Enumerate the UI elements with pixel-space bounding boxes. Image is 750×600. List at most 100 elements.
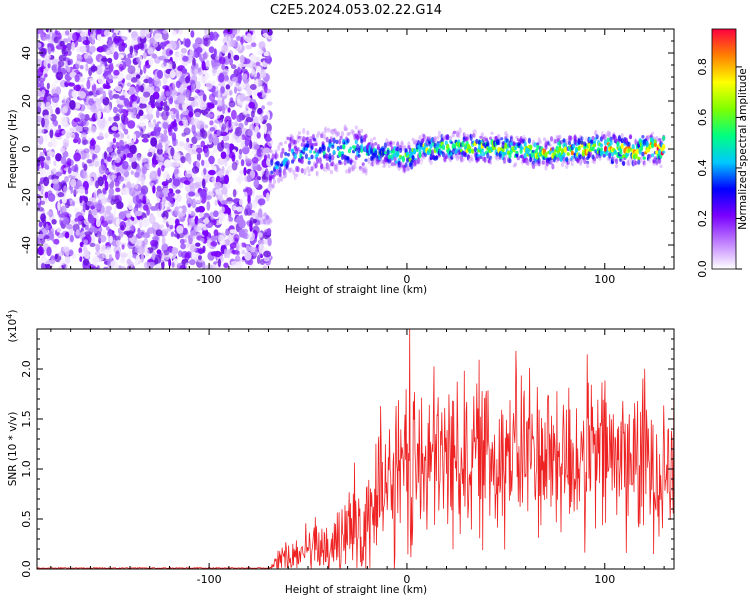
noise-cell <box>78 90 86 99</box>
signal-cell <box>577 138 581 145</box>
signal-cell <box>327 127 331 133</box>
noise-cell <box>257 232 263 238</box>
noise-cell <box>219 114 225 120</box>
noise-cell <box>118 211 126 220</box>
signal-cell <box>404 162 408 168</box>
noise-cell <box>143 91 151 98</box>
signal-cell <box>399 139 403 146</box>
signal-cell <box>608 152 612 159</box>
noise-cell <box>88 197 97 202</box>
signal-cell <box>325 127 329 133</box>
noise-cell <box>112 155 117 160</box>
noise-cell <box>90 266 98 269</box>
signal-cell <box>565 163 569 169</box>
signal-cell <box>293 174 297 181</box>
signal-cell <box>363 138 367 143</box>
noise-cell <box>58 124 61 130</box>
noise-cell <box>163 201 172 211</box>
signal-cell <box>459 157 464 163</box>
noise-cell <box>246 201 253 212</box>
noise-cell <box>113 69 120 76</box>
y-tick-label: 0.5 <box>20 510 33 528</box>
signal-cell <box>551 146 555 151</box>
noise-cell <box>141 158 147 163</box>
noise-cell <box>121 160 129 170</box>
noise-cell <box>42 148 47 154</box>
signal-cell <box>277 161 281 167</box>
noise-cell <box>139 239 143 247</box>
signal-cell <box>482 136 486 143</box>
noise-cell <box>152 40 159 48</box>
noise-cell <box>236 36 242 41</box>
noise-cell <box>47 43 52 48</box>
signal-cell <box>338 139 342 145</box>
signal-cell <box>450 155 454 160</box>
colorbar-frame <box>711 28 737 270</box>
noise-cell <box>161 212 166 218</box>
noise-cell <box>41 89 46 95</box>
noise-cell <box>129 145 137 154</box>
noise-cell <box>37 128 45 135</box>
noise-cell <box>158 191 164 198</box>
signal-cell <box>281 137 285 143</box>
noise-cell <box>37 233 45 239</box>
signal-cell <box>396 141 400 149</box>
signal-cell <box>652 136 656 140</box>
signal-cell <box>441 131 446 139</box>
snr-series-line <box>37 329 674 569</box>
noise-cell <box>131 39 139 45</box>
noise-cell <box>204 217 209 225</box>
noise-cell <box>196 147 203 153</box>
signal-cell <box>491 158 495 164</box>
signal-cell <box>508 158 512 164</box>
noise-cell <box>205 113 214 118</box>
noise-cell <box>200 140 206 148</box>
signal-cell <box>386 149 390 156</box>
noise-cell <box>126 152 134 158</box>
noise-cell <box>174 55 178 65</box>
noise-cell <box>88 98 94 106</box>
noise-cell <box>244 137 250 147</box>
noise-cell <box>90 148 94 156</box>
noise-cell <box>62 121 69 128</box>
noise-cell <box>56 227 61 233</box>
signal-cell <box>310 154 314 160</box>
noise-cell <box>205 59 210 70</box>
noise-cell <box>37 106 42 115</box>
signal-cell <box>495 155 500 162</box>
signal-cell <box>525 157 529 164</box>
noise-cell <box>55 153 62 162</box>
noise-cell <box>79 118 87 126</box>
noise-cell <box>64 231 70 239</box>
noise-cell <box>86 159 93 164</box>
noise-cell <box>185 242 190 249</box>
noise-cell <box>215 188 223 195</box>
noise-cell <box>216 129 221 137</box>
figure-title: C2E5.2024.053.02.22.G14 <box>270 3 442 18</box>
noise-cell <box>239 93 246 102</box>
signal-cell <box>464 151 468 158</box>
noise-cell <box>193 131 197 137</box>
noise-cell <box>182 55 189 62</box>
signal-cell <box>361 165 365 170</box>
signal-cell <box>644 161 648 169</box>
noise-cell <box>250 110 255 118</box>
noise-cell <box>150 103 156 109</box>
noise-cell <box>90 104 98 113</box>
noise-cell <box>137 36 142 44</box>
signal-cell <box>399 148 403 153</box>
signal-cell <box>418 151 422 159</box>
noise-cell <box>154 33 162 42</box>
noise-cell <box>205 80 213 90</box>
noise-cell <box>224 158 228 167</box>
noise-cell <box>232 188 237 198</box>
signal-cell <box>602 159 606 163</box>
noise-cell <box>225 84 231 90</box>
signal-cell <box>304 147 308 152</box>
noise-cell <box>151 250 156 261</box>
signal-cell <box>307 160 311 165</box>
noise-cell <box>64 80 71 86</box>
noise-cell <box>222 106 226 115</box>
signal-cell <box>369 138 374 145</box>
signal-cell <box>339 145 343 150</box>
